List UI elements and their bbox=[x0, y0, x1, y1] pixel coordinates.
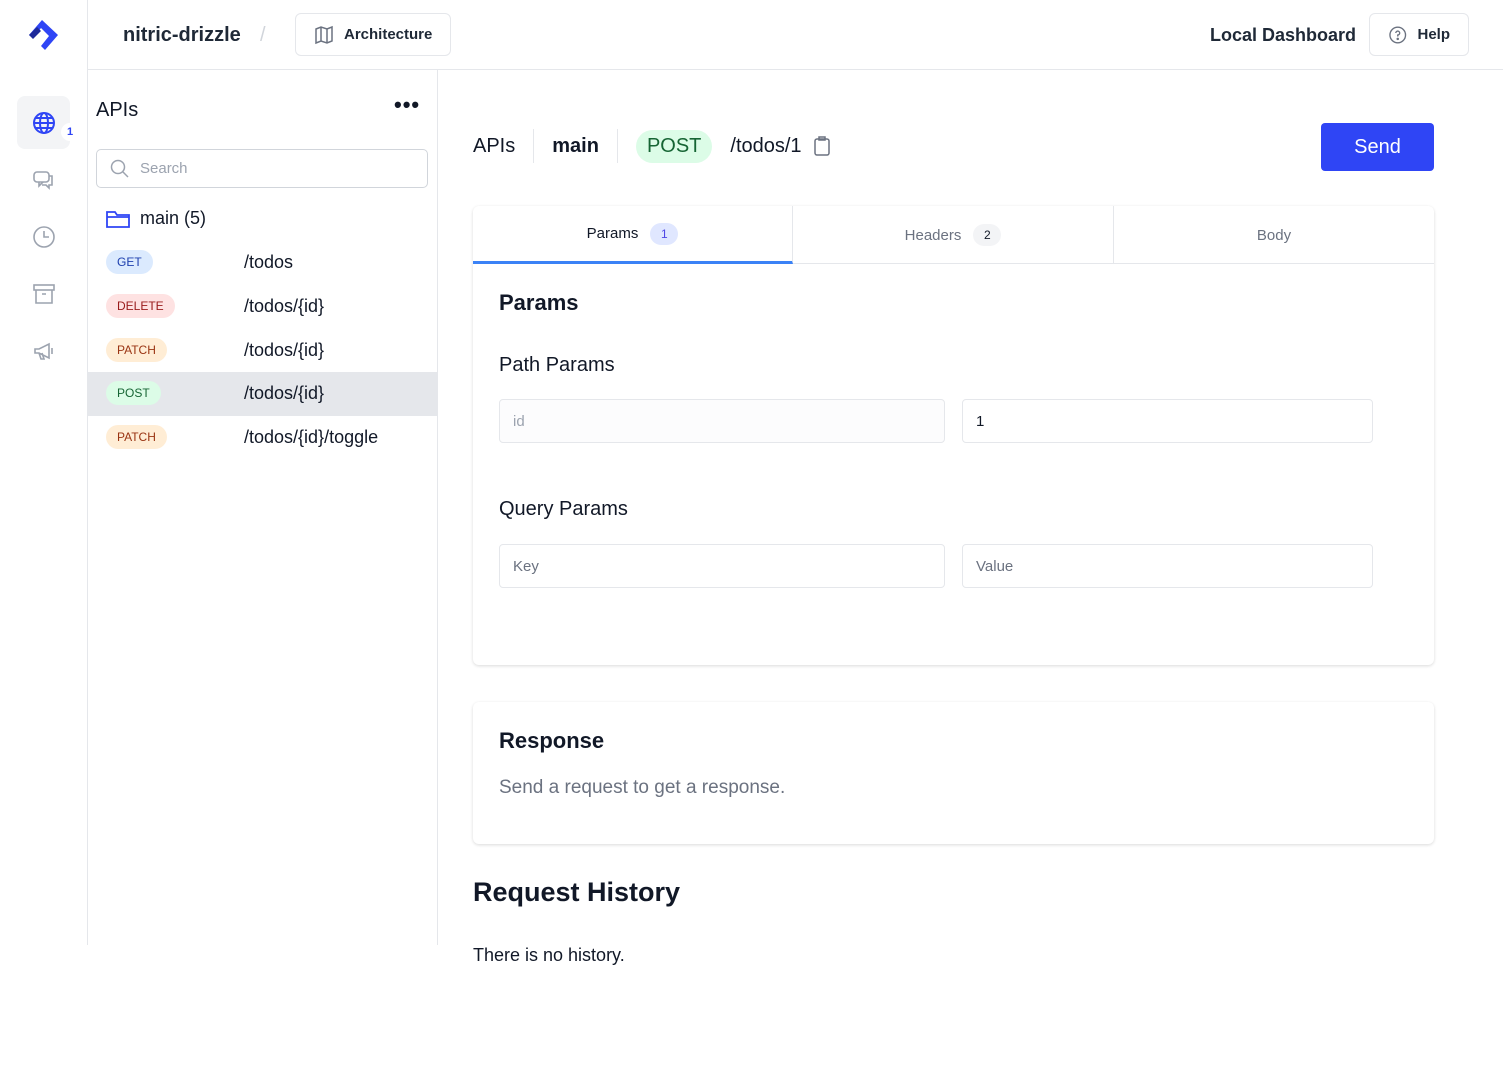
tab-body[interactable]: Body bbox=[1114, 206, 1434, 264]
icon-rail: 1 bbox=[0, 0, 88, 945]
crumb-api: APIs bbox=[473, 134, 516, 157]
rail-history-button[interactable] bbox=[17, 210, 70, 263]
route-row[interactable]: DELETE/todos/{id} bbox=[88, 285, 437, 329]
response-title: Response bbox=[499, 728, 605, 753]
sidebar-title: APIs bbox=[96, 99, 139, 121]
search-icon bbox=[110, 159, 129, 178]
route-path: /todos/{id} bbox=[244, 383, 325, 403]
tab-bar: Params 1 Headers 2 Body bbox=[473, 206, 1434, 264]
search-placeholder: Search bbox=[140, 160, 188, 177]
route-path: /todos/{id} bbox=[244, 340, 325, 360]
map-icon bbox=[315, 25, 333, 44]
megaphone-icon bbox=[33, 342, 53, 360]
query-key-input[interactable]: Key bbox=[499, 544, 945, 588]
tab-label: Body bbox=[1256, 226, 1292, 244]
tab-count: 1 bbox=[650, 222, 679, 245]
top-bar: nitric-drizzle / Architecture Local Dash… bbox=[88, 0, 1503, 70]
query-value-input[interactable]: Value bbox=[962, 544, 1373, 588]
method-badge: GET bbox=[106, 250, 153, 274]
folder-icon bbox=[106, 210, 130, 228]
api-sidebar: APIs ••• Search main (5) GET/todos DELET… bbox=[88, 70, 438, 945]
rail-apis-button[interactable] bbox=[17, 96, 70, 149]
request-bar: APIs main POST /todos/1 bbox=[473, 129, 830, 163]
route-row[interactable]: PATCH/todos/{id} bbox=[88, 329, 437, 373]
query-params-title: Query Params bbox=[499, 498, 628, 520]
params-card: Params 1 Headers 2 Body Params Path Params… bbox=[473, 206, 1434, 665]
archive-icon bbox=[32, 283, 55, 304]
group-main[interactable]: main (5) bbox=[106, 208, 206, 229]
tab-label: Params bbox=[586, 225, 639, 242]
method-badge: PATCH bbox=[106, 338, 167, 362]
route-path: /todos/{id}/toggle bbox=[244, 427, 379, 447]
path-param-value-input[interactable]: 1 bbox=[962, 399, 1373, 443]
history-message: There is no history. bbox=[473, 945, 625, 965]
params-title: Params bbox=[499, 290, 579, 315]
route-path: /todos bbox=[244, 252, 294, 272]
tab-label: Headers bbox=[904, 226, 962, 244]
group-label: main (5) bbox=[140, 208, 207, 228]
clipboard-icon[interactable] bbox=[813, 136, 830, 156]
request-url: /todos/1 bbox=[730, 134, 802, 157]
search-input[interactable]: Search bbox=[96, 149, 428, 188]
chat-icon bbox=[32, 170, 53, 190]
architecture-label: Architecture bbox=[344, 26, 433, 43]
help-label: Help bbox=[1417, 26, 1450, 43]
tab-headers[interactable]: Headers 2 bbox=[793, 206, 1114, 264]
rail-chat-button[interactable] bbox=[17, 153, 70, 206]
architecture-button[interactable]: Architecture bbox=[295, 13, 452, 56]
route-path: /todos/{id} bbox=[244, 296, 325, 316]
project-name: nitric-drizzle bbox=[123, 24, 241, 46]
method-badge: POST bbox=[635, 129, 713, 163]
globe-icon bbox=[32, 111, 55, 134]
response-message: Send a request to get a response. bbox=[499, 777, 786, 798]
local-dashboard-link[interactable]: Local Dashboard bbox=[1210, 25, 1357, 45]
method-badge: PATCH bbox=[106, 425, 167, 449]
help-button[interactable]: Help bbox=[1369, 13, 1469, 56]
send-button[interactable]: Send bbox=[1321, 123, 1434, 171]
route-row-selected[interactable]: POST/todos/{id} bbox=[88, 372, 437, 416]
path-param-key: id bbox=[499, 399, 945, 443]
clock-icon bbox=[32, 225, 55, 248]
tab-params[interactable]: Params 1 bbox=[473, 206, 793, 264]
breadcrumb-separator: / bbox=[260, 24, 266, 46]
more-options-icon[interactable]: ••• bbox=[394, 92, 421, 117]
response-card: Response Send a request to get a respons… bbox=[473, 702, 1434, 844]
tab-count: 2 bbox=[973, 224, 1002, 246]
rail-storage-button[interactable] bbox=[17, 267, 70, 320]
path-params-title: Path Params bbox=[499, 354, 615, 376]
route-row[interactable]: GET/todos bbox=[88, 241, 437, 285]
method-badge: DELETE bbox=[106, 294, 175, 318]
route-row[interactable]: PATCH/todos/{id}/toggle bbox=[88, 416, 437, 460]
help-icon bbox=[1389, 26, 1407, 43]
rail-topics-button[interactable] bbox=[17, 324, 70, 377]
apis-count-badge: 1 bbox=[61, 123, 79, 141]
crumb-group: main bbox=[552, 134, 599, 157]
history-title: Request History bbox=[473, 877, 681, 907]
logo-icon bbox=[29, 20, 58, 50]
method-badge: POST bbox=[106, 381, 161, 405]
